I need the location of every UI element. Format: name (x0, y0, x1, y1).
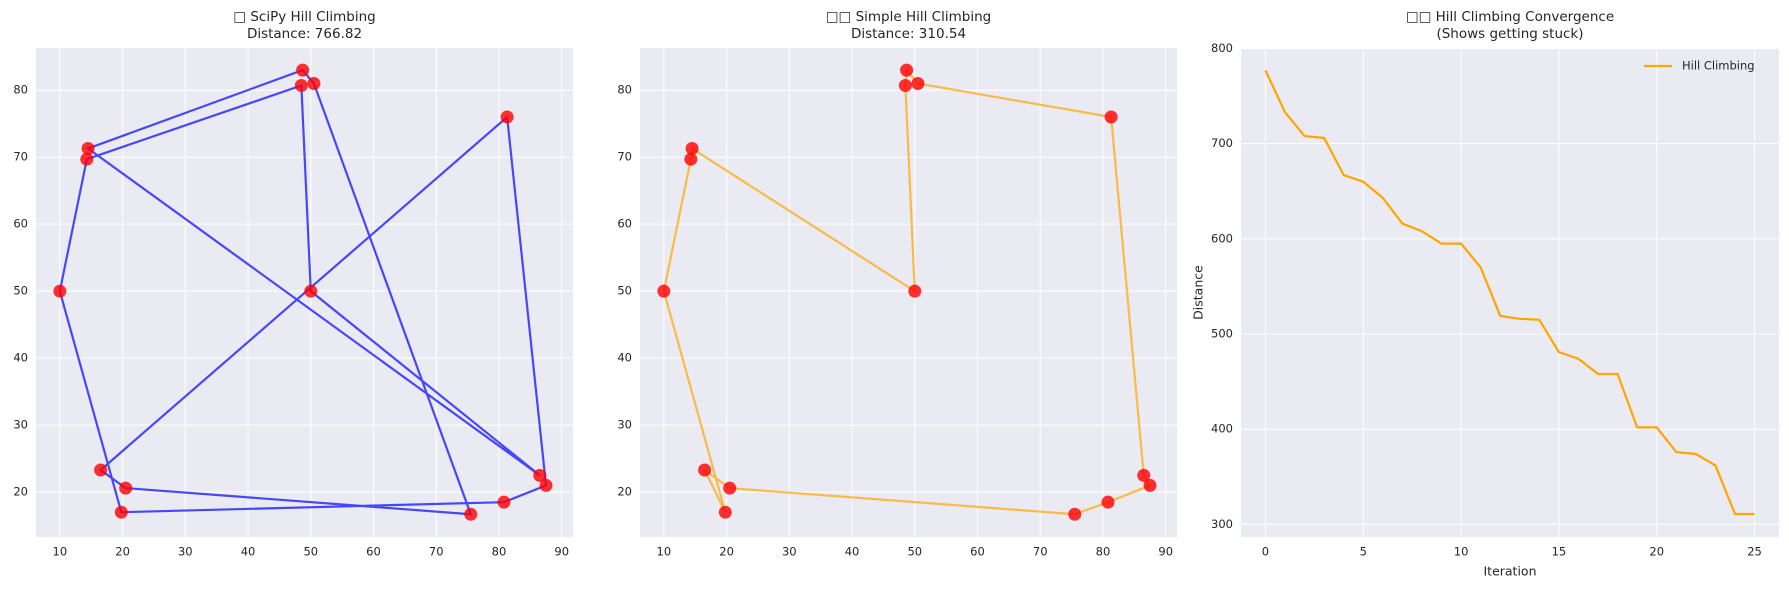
x-tick-label: 20 (719, 545, 734, 559)
subplot-subtitle: Distance: 310.54 (851, 26, 966, 42)
x-tick-label: 90 (1158, 545, 1173, 559)
city-point (294, 79, 308, 93)
x-tick-label: 20 (115, 545, 130, 559)
subplot-subtitle: Distance: 766.82 (247, 26, 362, 42)
x-tick-label: 30 (178, 545, 193, 559)
y-tick-label: 20 (617, 485, 632, 499)
x-tick-label: 80 (1096, 545, 1111, 559)
city-point (80, 152, 94, 166)
y-tick-label: 700 (1211, 136, 1233, 150)
x-tick-label: 50 (907, 545, 922, 559)
x-tick-label: 10 (657, 545, 672, 559)
subplot-title: □□ Simple Hill Climbing (826, 9, 991, 25)
x-tick-label: 70 (1033, 545, 1048, 559)
x-tick-label: 70 (429, 545, 444, 559)
city-point (296, 63, 310, 77)
y-tick-label: 60 (617, 217, 632, 231)
x-tick-label: 20 (1649, 545, 1664, 559)
y-tick-label: 40 (617, 351, 632, 365)
x-tick-label: 10 (53, 545, 68, 559)
x-tick-label: 50 (303, 545, 318, 559)
y-tick-label: 50 (13, 284, 28, 298)
city-point (1143, 478, 1157, 492)
y-tick-label: 70 (13, 150, 28, 164)
city-point (657, 284, 671, 298)
subplot: □□ Hill Climbing Convergence(Shows getti… (1191, 9, 1779, 579)
x-tick-label: 60 (970, 545, 985, 559)
x-tick-label: 90 (554, 545, 569, 559)
y-tick-label: 30 (13, 418, 28, 432)
city-point (497, 495, 511, 509)
city-point (119, 481, 133, 495)
y-tick-label: 500 (1211, 327, 1233, 341)
subplot-subtitle: (Shows getting stuck) (1436, 26, 1583, 42)
x-tick-label: 15 (1552, 545, 1567, 559)
city-point (114, 505, 128, 519)
y-tick-label: 70 (617, 150, 632, 164)
city-point (500, 110, 514, 124)
y-tick-label: 50 (617, 284, 632, 298)
x-tick-label: 30 (782, 545, 797, 559)
city-point (539, 478, 553, 492)
city-point (533, 468, 547, 482)
y-tick-label: 400 (1211, 422, 1233, 436)
x-tick-label: 80 (492, 545, 507, 559)
x-tick-label: 25 (1747, 545, 1762, 559)
route-line (662, 67, 1152, 516)
x-tick-label: 60 (366, 545, 381, 559)
route-line (1264, 69, 1755, 516)
city-point (908, 284, 922, 298)
city-point (1101, 495, 1115, 509)
city-point (304, 284, 318, 298)
subplot-title: □□ Hill Climbing Convergence (1406, 9, 1614, 25)
city-point (464, 507, 478, 521)
city-point (1068, 507, 1082, 521)
x-tick-label: 10 (1454, 545, 1469, 559)
route-line (58, 68, 548, 516)
city-point (718, 505, 732, 519)
x-tick-label: 40 (241, 545, 256, 559)
x-axis-label: Iteration (1483, 564, 1536, 579)
y-tick-label: 800 (1211, 41, 1233, 55)
y-tick-label: 80 (13, 83, 28, 97)
city-point (898, 79, 912, 93)
city-point (900, 63, 914, 77)
x-tick-label: 40 (845, 545, 860, 559)
y-tick-label: 20 (13, 485, 28, 499)
city-point (94, 463, 108, 477)
city-point (81, 141, 95, 155)
plot-area (1241, 48, 1779, 537)
city-point (53, 284, 67, 298)
x-tick-label: 0 (1262, 545, 1269, 559)
y-tick-label: 600 (1211, 231, 1233, 245)
city-point (307, 77, 321, 91)
x-tick-label: 5 (1360, 545, 1367, 559)
city-point (1137, 468, 1151, 482)
y-tick-label: 80 (617, 83, 632, 97)
legend-label: Hill Climbing (1682, 59, 1755, 73)
y-tick-label: 60 (13, 217, 28, 231)
y-axis-label: Distance (1191, 265, 1206, 320)
city-point (723, 481, 737, 495)
subplot-title: □ SciPy Hill Climbing (233, 9, 375, 25)
y-tick-label: 30 (617, 418, 632, 432)
city-point (684, 152, 698, 166)
y-tick-label: 300 (1211, 517, 1233, 531)
city-point (911, 77, 925, 91)
city-point (1104, 110, 1118, 124)
y-tick-label: 40 (13, 351, 28, 365)
city-point (698, 463, 712, 477)
city-point (685, 141, 699, 155)
